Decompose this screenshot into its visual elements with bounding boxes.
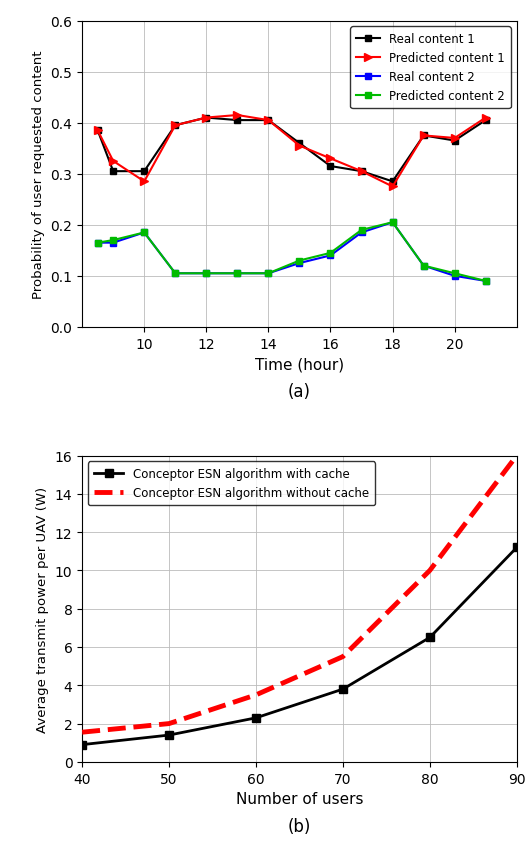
- Conceptor ESN algorithm without cache: [427, 566, 433, 576]
- Text: (a): (a): [288, 382, 311, 400]
- Conceptor ESN algorithm without cache: [166, 719, 172, 729]
- Real content 2: [296, 258, 303, 269]
- Conceptor ESN algorithm with cache: [166, 730, 172, 740]
- Real content 1: [94, 126, 101, 136]
- Real content 2: [172, 269, 179, 279]
- X-axis label: Time (hour): Time (hour): [255, 356, 344, 372]
- Real content 1: [358, 167, 365, 177]
- Predicted content 1: [265, 115, 271, 126]
- Real content 1: [110, 167, 117, 177]
- Predicted content 2: [94, 238, 101, 249]
- Predicted content 1: [482, 114, 489, 124]
- Predicted content 1: [420, 131, 427, 141]
- Predicted content 1: [390, 182, 396, 192]
- Y-axis label: Average transmit power per UAV (W): Average transmit power per UAV (W): [36, 486, 49, 732]
- Real content 1: [328, 162, 334, 172]
- Predicted content 2: [296, 256, 303, 266]
- Real content 2: [234, 269, 241, 279]
- Real content 1: [265, 115, 271, 126]
- Predicted content 1: [452, 133, 458, 144]
- Predicted content 2: [172, 269, 179, 279]
- Predicted content 1: [296, 141, 303, 152]
- Conceptor ESN algorithm without cache: [253, 690, 259, 700]
- Line: Predicted content 2: Predicted content 2: [94, 220, 489, 285]
- Real content 2: [482, 276, 489, 287]
- Real content 1: [203, 114, 209, 124]
- Real content 1: [296, 139, 303, 149]
- Real content 2: [110, 238, 117, 249]
- Text: (b): (b): [288, 817, 311, 835]
- Conceptor ESN algorithm with cache: [514, 542, 520, 553]
- Real content 2: [328, 251, 334, 261]
- Real content 2: [390, 218, 396, 228]
- Y-axis label: Probability of user requested content: Probability of user requested content: [32, 51, 45, 299]
- Predicted content 1: [328, 154, 334, 164]
- Line: Conceptor ESN algorithm without cache: Conceptor ESN algorithm without cache: [82, 456, 517, 733]
- Predicted content 1: [203, 114, 209, 124]
- Real content 1: [390, 177, 396, 188]
- Predicted content 2: [420, 261, 427, 271]
- Predicted content 1: [358, 167, 365, 177]
- Real content 1: [141, 167, 147, 177]
- Conceptor ESN algorithm with cache: [79, 740, 85, 750]
- Predicted content 2: [452, 269, 458, 279]
- Predicted content 2: [203, 269, 209, 279]
- Predicted content 2: [482, 276, 489, 287]
- Line: Real content 1: Real content 1: [94, 115, 489, 186]
- Predicted content 2: [328, 248, 334, 258]
- X-axis label: Number of users: Number of users: [236, 791, 363, 806]
- Legend: Real content 1, Predicted content 1, Real content 2, Predicted content 2: Real content 1, Predicted content 1, Rea…: [350, 28, 511, 108]
- Predicted content 2: [265, 269, 271, 279]
- Real content 2: [452, 271, 458, 282]
- Line: Predicted content 1: Predicted content 1: [93, 112, 490, 191]
- Real content 1: [234, 115, 241, 126]
- Real content 1: [420, 131, 427, 141]
- Predicted content 1: [94, 126, 101, 136]
- Line: Real content 2: Real content 2: [94, 220, 489, 285]
- Real content 2: [420, 261, 427, 271]
- Predicted content 2: [110, 236, 117, 246]
- Conceptor ESN algorithm with cache: [427, 633, 433, 643]
- Predicted content 1: [110, 157, 117, 167]
- Predicted content 2: [358, 226, 365, 236]
- Conceptor ESN algorithm without cache: [340, 652, 346, 662]
- Line: Conceptor ESN algorithm with cache: Conceptor ESN algorithm with cache: [78, 543, 521, 749]
- Real content 1: [172, 121, 179, 131]
- Predicted content 2: [390, 218, 396, 228]
- Real content 2: [203, 269, 209, 279]
- Predicted content 1: [234, 111, 241, 121]
- Real content 2: [265, 269, 271, 279]
- Real content 2: [141, 228, 147, 238]
- Real content 1: [482, 115, 489, 126]
- Predicted content 1: [141, 177, 147, 188]
- Legend: Conceptor ESN algorithm with cache, Conceptor ESN algorithm without cache: Conceptor ESN algorithm with cache, Conc…: [88, 461, 375, 505]
- Predicted content 2: [234, 269, 241, 279]
- Real content 2: [94, 238, 101, 249]
- Conceptor ESN algorithm without cache: [79, 728, 85, 738]
- Conceptor ESN algorithm without cache: [514, 451, 520, 461]
- Real content 2: [358, 228, 365, 238]
- Conceptor ESN algorithm with cache: [340, 684, 346, 695]
- Predicted content 2: [141, 228, 147, 238]
- Conceptor ESN algorithm with cache: [253, 713, 259, 723]
- Real content 1: [452, 136, 458, 146]
- Predicted content 1: [172, 121, 179, 131]
